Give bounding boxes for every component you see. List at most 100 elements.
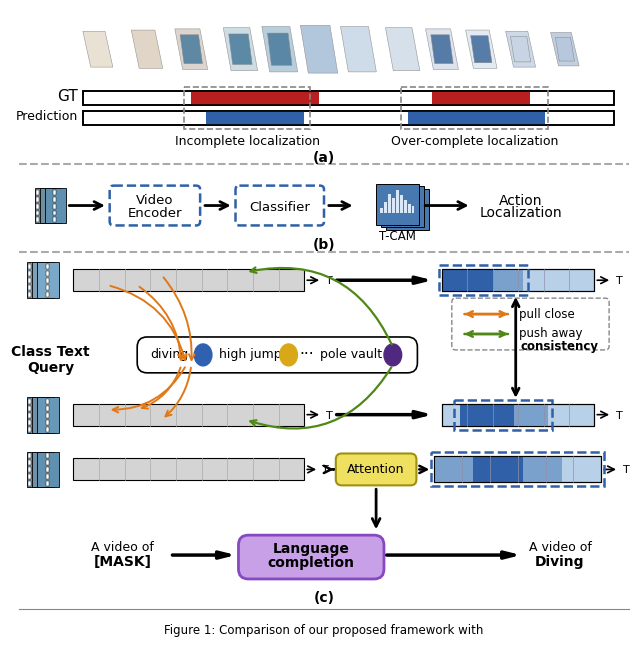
FancyBboxPatch shape [408, 203, 410, 213]
FancyBboxPatch shape [434, 456, 474, 482]
FancyBboxPatch shape [36, 203, 39, 209]
FancyBboxPatch shape [442, 404, 595, 426]
Polygon shape [465, 30, 497, 68]
Text: ···: ··· [299, 347, 314, 362]
FancyBboxPatch shape [37, 262, 58, 298]
FancyBboxPatch shape [28, 467, 31, 472]
Text: (b): (b) [313, 238, 335, 253]
Polygon shape [556, 37, 575, 61]
Text: push away: push away [518, 327, 582, 340]
FancyBboxPatch shape [46, 292, 49, 297]
FancyBboxPatch shape [442, 269, 595, 291]
Text: T: T [616, 411, 623, 421]
FancyBboxPatch shape [380, 207, 383, 213]
Text: consistency: consistency [520, 340, 598, 353]
Text: Classifier: Classifier [250, 201, 310, 214]
FancyBboxPatch shape [46, 413, 49, 418]
FancyBboxPatch shape [460, 404, 514, 426]
Polygon shape [470, 36, 492, 63]
FancyBboxPatch shape [46, 399, 49, 404]
Ellipse shape [384, 344, 402, 366]
FancyBboxPatch shape [392, 198, 395, 213]
FancyBboxPatch shape [46, 271, 49, 276]
FancyBboxPatch shape [52, 217, 56, 223]
Polygon shape [550, 33, 579, 66]
FancyBboxPatch shape [434, 456, 601, 482]
FancyBboxPatch shape [396, 190, 399, 213]
FancyBboxPatch shape [28, 285, 31, 290]
FancyBboxPatch shape [46, 467, 49, 472]
FancyBboxPatch shape [474, 456, 523, 482]
FancyBboxPatch shape [46, 427, 49, 432]
FancyBboxPatch shape [404, 200, 406, 213]
FancyBboxPatch shape [46, 454, 49, 458]
FancyBboxPatch shape [36, 190, 39, 195]
FancyBboxPatch shape [74, 404, 305, 426]
Polygon shape [426, 29, 458, 70]
FancyBboxPatch shape [28, 474, 31, 479]
FancyBboxPatch shape [32, 452, 54, 487]
FancyBboxPatch shape [74, 269, 305, 291]
Text: Diving: Diving [535, 555, 585, 569]
FancyBboxPatch shape [206, 111, 305, 125]
Text: pole vault: pole vault [321, 348, 383, 361]
FancyBboxPatch shape [35, 188, 56, 223]
FancyBboxPatch shape [28, 292, 31, 297]
FancyBboxPatch shape [46, 481, 49, 486]
FancyBboxPatch shape [37, 452, 58, 487]
FancyBboxPatch shape [28, 427, 31, 432]
Text: Encoder: Encoder [127, 207, 182, 220]
FancyBboxPatch shape [28, 420, 31, 425]
FancyBboxPatch shape [432, 91, 531, 105]
Text: A video of: A video of [529, 541, 591, 553]
Text: Incomplete localization: Incomplete localization [175, 135, 320, 148]
Text: Video: Video [136, 194, 173, 207]
Text: Language: Language [273, 542, 349, 556]
Polygon shape [131, 30, 163, 68]
Ellipse shape [280, 344, 298, 366]
FancyBboxPatch shape [28, 481, 31, 486]
FancyBboxPatch shape [28, 278, 31, 283]
Text: T: T [322, 465, 329, 475]
FancyBboxPatch shape [46, 474, 49, 479]
FancyBboxPatch shape [381, 186, 424, 227]
Text: Over-complete localization: Over-complete localization [391, 135, 558, 148]
Text: diving: diving [150, 348, 189, 361]
FancyBboxPatch shape [52, 211, 56, 215]
Text: Action: Action [499, 194, 542, 207]
Polygon shape [511, 37, 531, 62]
FancyBboxPatch shape [36, 211, 39, 215]
Text: Prediction: Prediction [16, 110, 78, 124]
FancyBboxPatch shape [46, 264, 49, 269]
FancyBboxPatch shape [32, 397, 54, 432]
Text: Localization: Localization [479, 207, 562, 221]
FancyBboxPatch shape [493, 269, 523, 291]
FancyBboxPatch shape [28, 460, 31, 465]
FancyBboxPatch shape [52, 190, 56, 195]
Polygon shape [180, 35, 202, 64]
FancyBboxPatch shape [36, 217, 39, 223]
Text: T: T [326, 276, 333, 286]
FancyBboxPatch shape [28, 264, 31, 269]
FancyBboxPatch shape [400, 195, 403, 213]
Polygon shape [431, 35, 453, 64]
Text: T: T [623, 465, 630, 475]
Polygon shape [262, 27, 298, 72]
FancyBboxPatch shape [40, 188, 61, 223]
FancyBboxPatch shape [28, 454, 31, 458]
FancyBboxPatch shape [46, 278, 49, 283]
Text: pull close: pull close [518, 308, 575, 321]
FancyBboxPatch shape [384, 201, 387, 213]
FancyBboxPatch shape [52, 203, 56, 209]
FancyBboxPatch shape [523, 456, 562, 482]
Text: Query: Query [27, 361, 74, 375]
FancyBboxPatch shape [336, 454, 417, 485]
Text: T: T [326, 411, 333, 421]
FancyBboxPatch shape [27, 262, 49, 298]
FancyBboxPatch shape [28, 413, 31, 418]
FancyBboxPatch shape [239, 535, 384, 579]
Text: GT: GT [58, 90, 78, 104]
Text: [MASK]: [MASK] [93, 555, 152, 569]
FancyBboxPatch shape [83, 91, 614, 105]
FancyBboxPatch shape [236, 186, 324, 225]
